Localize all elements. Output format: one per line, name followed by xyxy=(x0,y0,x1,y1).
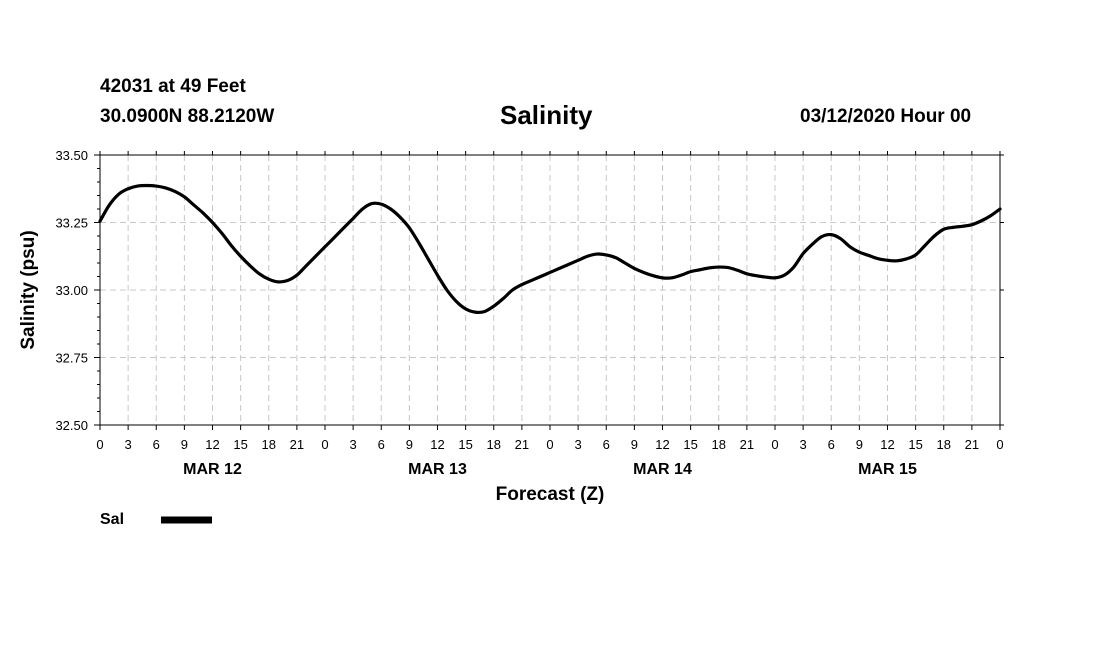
x-tick-label: 21 xyxy=(965,437,979,452)
x-tick-label: 9 xyxy=(406,437,413,452)
x-day-label: MAR 15 xyxy=(858,461,917,478)
x-tick-label: 0 xyxy=(996,437,1003,452)
x-tick-label: 3 xyxy=(350,437,357,452)
x-tick-label: 12 xyxy=(205,437,219,452)
legend: Sal xyxy=(100,511,212,528)
grid-lines xyxy=(100,155,1000,425)
y-tick-label: 32.50 xyxy=(55,418,88,433)
x-tick-label: 12 xyxy=(880,437,894,452)
x-axis-day-labels: MAR 12 MAR 13 MAR 14 MAR 15 xyxy=(183,461,917,478)
x-tick-label: 3 xyxy=(575,437,582,452)
x-tick-label: 6 xyxy=(378,437,385,452)
x-tick-label: 18 xyxy=(712,437,726,452)
x-tick-label: 9 xyxy=(631,437,638,452)
chart-title: Salinity xyxy=(500,100,593,130)
x-tick-label: 6 xyxy=(153,437,160,452)
x-tick-label: 21 xyxy=(740,437,754,452)
x-day-label: MAR 12 xyxy=(183,461,242,478)
x-tick-label: 0 xyxy=(321,437,328,452)
station-depth-label: 42031 at 49 Feet xyxy=(100,76,246,97)
series-line-sal xyxy=(98,183,1002,315)
y-tick-label: 33.50 xyxy=(55,148,88,163)
x-tick-label: 15 xyxy=(458,437,472,452)
y-tick-label: 32.75 xyxy=(55,351,88,366)
x-tick-label: 3 xyxy=(125,437,132,452)
forecast-timestamp: 03/12/2020 Hour 00 xyxy=(800,106,972,127)
plot-frame xyxy=(99,154,1001,426)
x-tick-label: 21 xyxy=(290,437,304,452)
x-day-label: MAR 13 xyxy=(408,461,467,478)
x-tick-label: 0 xyxy=(96,437,103,452)
x-tick-label: 3 xyxy=(800,437,807,452)
x-tick-label: 0 xyxy=(771,437,778,452)
x-axis-title: Forecast (Z) xyxy=(496,484,605,505)
y-tick-label: 33.00 xyxy=(55,283,88,298)
legend-label-sal: Sal xyxy=(100,511,124,528)
x-tick-label: 9 xyxy=(856,437,863,452)
y-axis-title: Salinity (psu) xyxy=(18,230,39,349)
x-tick-label: 0 xyxy=(546,437,553,452)
y-axis-ticks: 32.50 32.75 33.00 33.25 33.50 xyxy=(55,148,1004,433)
x-tick-label: 18 xyxy=(487,437,501,452)
y-tick-label: 33.25 xyxy=(55,216,88,231)
x-tick-label: 18 xyxy=(937,437,951,452)
x-tick-label: 15 xyxy=(683,437,697,452)
x-tick-label: 15 xyxy=(908,437,922,452)
series-layer xyxy=(98,183,1002,315)
x-axis-ticks: 0 3 6 9 12 15 18 21 0 3 6 9 12 15 18 21 0 3 6 9 12 15 18 21 0 3 6 9… xyxy=(96,151,1004,452)
x-tick-label: 12 xyxy=(430,437,444,452)
x-tick-label: 18 xyxy=(262,437,276,452)
x-tick-label: 21 xyxy=(515,437,529,452)
x-tick-label: 9 xyxy=(181,437,188,452)
x-tick-label: 6 xyxy=(828,437,835,452)
x-day-label: MAR 14 xyxy=(633,461,692,478)
station-coordinates: 30.0900N 88.2120W xyxy=(100,106,275,127)
x-tick-label: 6 xyxy=(603,437,610,452)
x-tick-label: 12 xyxy=(655,437,669,452)
x-tick-label: 15 xyxy=(233,437,247,452)
